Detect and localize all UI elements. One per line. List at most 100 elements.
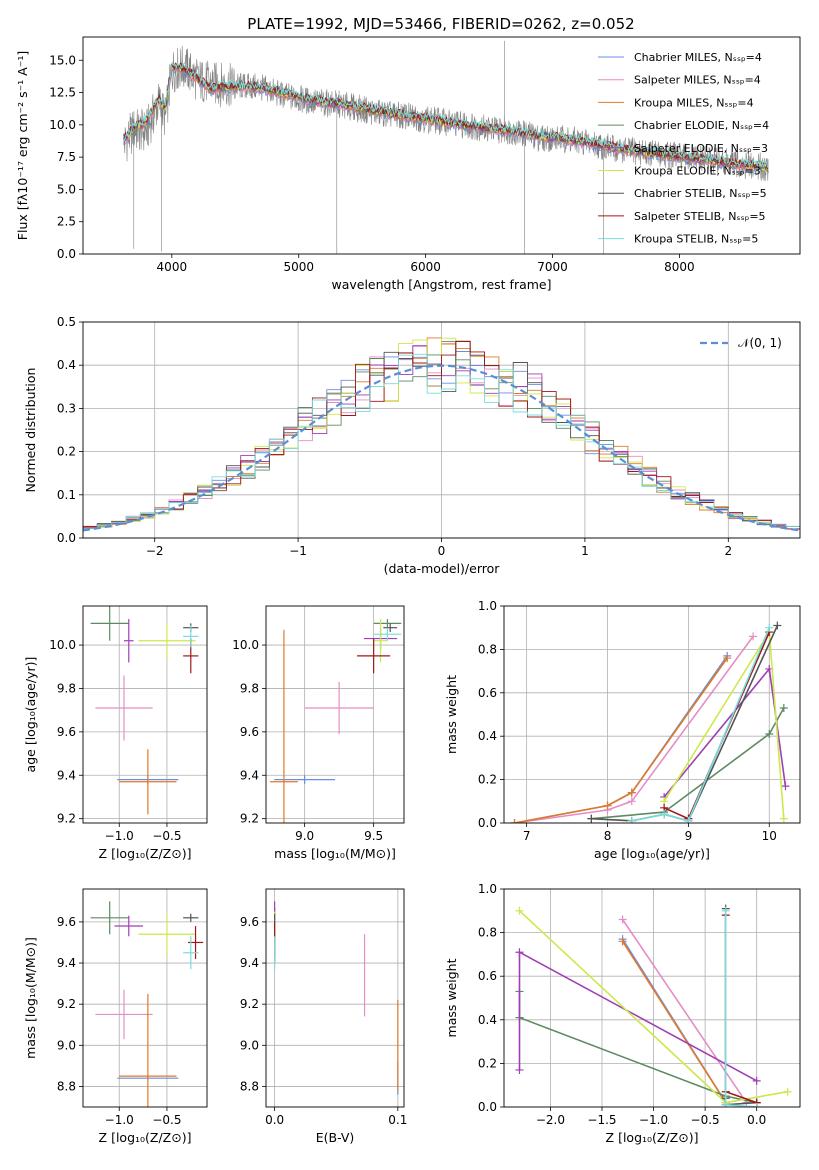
y-axis-label: Flux [fλ10⁻¹⁷ erg cm⁻² s⁻¹ A⁻¹] xyxy=(15,51,30,240)
legend-label: 𝒩(0, 1) xyxy=(738,336,782,350)
plot-area-mass-vs-ebv xyxy=(274,901,399,1095)
y-tick-label: 9.4 xyxy=(240,956,259,970)
x-tick-label: 9 xyxy=(685,829,693,843)
grid-weight-vs-age xyxy=(504,605,800,824)
figure-title: PLATE=1992, MJD=53466, FIBERID=0262, z=0… xyxy=(247,15,634,33)
y-tick-label: 9.6 xyxy=(57,725,76,739)
legend-label: Kroupa STELIB, Nₛₛₚ=5 xyxy=(634,233,758,246)
weight-point xyxy=(587,814,596,823)
legend-spectrum: Chabrier MILES, Nₛₛₚ=4 Salpeter MILES, Nₛ… xyxy=(598,51,769,246)
x-tick-label: 1 xyxy=(581,544,589,558)
weight-line-chabrier-elodie xyxy=(518,991,757,1104)
weight-point xyxy=(603,801,612,810)
weight-line-salpeter-miles xyxy=(621,919,748,1104)
axes-mass-vs-ebv: 0.0 0.1 8.8 9.0 9.2 9.4 9.6 E(B-V) xyxy=(240,888,407,1145)
y-tick-label: 9.0 xyxy=(57,1038,76,1052)
y-tick-label: 0.5 xyxy=(57,315,76,329)
y-tick-label: 9.6 xyxy=(240,915,259,929)
y-tick-label: 9.4 xyxy=(57,768,76,782)
y-tick-label: 7.5 xyxy=(57,150,76,164)
weight-point xyxy=(515,1065,524,1074)
x-tick-label: 0.0 xyxy=(265,1113,284,1127)
x-tick-label: −0.5 xyxy=(691,1113,720,1127)
weight-point xyxy=(660,810,669,819)
x-tick-label: 7000 xyxy=(537,260,568,274)
x-tick-label: 4000 xyxy=(157,260,188,274)
axes-frame xyxy=(503,605,801,824)
weight-line-chabrier-stelib xyxy=(724,908,757,1106)
plot-area-spectrum xyxy=(123,40,769,254)
weight-point xyxy=(684,816,693,823)
axes-age-vs-mass: 9.0 9.5 9.2 9.4 9.6 9.8 10.0 mass [log₁₀(M/M⊙)] xyxy=(232,605,405,861)
y-tick-label: 9.6 xyxy=(240,725,259,739)
x-tick-label: 9.5 xyxy=(364,829,383,843)
x-axis-label: (data-model)/error xyxy=(384,561,501,576)
plot-area-age-vs-Z xyxy=(90,606,199,815)
legend-label: Salpeter STELIB, Nₛₛₚ=5 xyxy=(634,210,766,223)
y-tick-label: 0.2 xyxy=(478,773,497,787)
y-axis-label: mass [log₁₀(M/M⊙)] xyxy=(23,937,38,1059)
weight-point xyxy=(781,782,790,791)
x-axis-label: Z [log₁₀(Z/Z⊙)] xyxy=(99,1130,192,1145)
y-tick-label: 1.0 xyxy=(478,882,497,896)
y-tick-label: 0.2 xyxy=(57,445,76,459)
hist-chabrier-stelib xyxy=(83,340,800,529)
weight-point xyxy=(723,654,732,663)
weight-point xyxy=(618,937,627,946)
x-tick-label: 7 xyxy=(523,829,531,843)
weight-line-kroupa-miles xyxy=(621,940,727,1104)
y-tick-label: 8.8 xyxy=(240,1079,259,1093)
y-axis-label: mass weight xyxy=(444,675,459,754)
grid-age-vs-Z xyxy=(83,606,207,823)
weight-point xyxy=(515,906,524,915)
grid-weight-vs-Z xyxy=(504,888,800,1108)
y-axis-label: Normed distribution xyxy=(23,368,38,493)
weight-line-salpeter-miles xyxy=(514,635,754,823)
legend-label: Kroupa ELODIE, Nₛₛₚ=3 xyxy=(634,165,761,178)
plot-area-weight-vs-age xyxy=(510,621,790,823)
axes-frame xyxy=(265,888,405,1108)
x-tick-label: 0.0 xyxy=(747,1113,766,1127)
y-tick-label: 15.0 xyxy=(49,53,76,67)
y-tick-label: 8.8 xyxy=(57,1079,76,1093)
hist-kroupa-stelib xyxy=(83,353,800,530)
weight-point xyxy=(765,623,774,632)
weight-point xyxy=(510,819,519,823)
axes-weight-vs-Z: −2.0 −1.5 −1.0 −0.5 0.0 0.0 0.2 0.4 0.6 0.8 1.0 Z [… xyxy=(444,882,801,1145)
x-tick-label: −2 xyxy=(146,544,164,558)
x-tick-label: −1.0 xyxy=(639,1113,668,1127)
y-tick-label: 9.4 xyxy=(240,768,259,782)
y-tick-label: 0.0 xyxy=(478,1100,497,1114)
weight-line-kroupa-miles xyxy=(514,657,728,823)
y-axis-label: mass weight xyxy=(444,958,459,1037)
y-tick-label: 10.0 xyxy=(232,638,259,652)
y-tick-label: 12.5 xyxy=(49,86,76,100)
model-line-kroupa-stelib xyxy=(123,61,769,169)
weight-point xyxy=(721,906,730,915)
y-tick-label: 9.8 xyxy=(57,681,76,695)
axes-frame xyxy=(82,36,801,255)
x-tick-label: 2 xyxy=(724,544,732,558)
y-tick-label: 5.0 xyxy=(57,182,76,196)
y-tick-label: 9.4 xyxy=(57,956,76,970)
y-tick-label: 0.6 xyxy=(478,969,497,983)
x-tick-label: −0.5 xyxy=(152,1113,181,1127)
plots-layer: 4000 5000 6000 7000 80000.02.55.07.510.012.5… xyxy=(15,36,801,1145)
y-tick-label: 0.4 xyxy=(478,1013,497,1027)
y-tick-label: 0.6 xyxy=(478,686,497,700)
y-tick-label: 10.0 xyxy=(49,638,76,652)
y-tick-label: 0.1 xyxy=(57,488,76,502)
grid-mass-vs-Z xyxy=(83,889,207,1107)
weight-line-salpeter-stelib xyxy=(724,915,757,1104)
y-tick-label: 0.2 xyxy=(478,1056,497,1070)
legend-label: Kroupa MILES, Nₛₛₚ=4 xyxy=(634,96,754,109)
weight-point xyxy=(779,814,788,823)
x-tick-label: 8 xyxy=(604,829,612,843)
model-line-salpeter-stelib xyxy=(123,62,769,170)
weight-point xyxy=(627,816,636,823)
plot-area-residuals xyxy=(83,337,800,532)
y-tick-label: 9.6 xyxy=(57,915,76,929)
x-axis-label: mass [log₁₀(M/M⊙)] xyxy=(274,846,396,861)
x-tick-label: 8000 xyxy=(664,260,695,274)
